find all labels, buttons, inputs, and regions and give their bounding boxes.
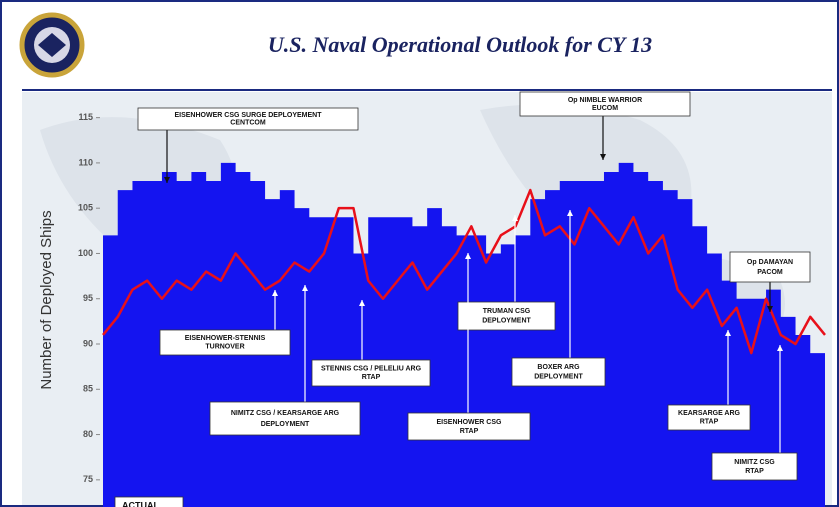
y-tick-label: 95	[83, 293, 93, 303]
annotation-arrowhead	[164, 177, 170, 183]
annotation-text: NIMITZ CSG	[734, 459, 775, 466]
y-tick-label: 110	[78, 157, 93, 167]
annotation-box	[729, 251, 811, 283]
y-axis-label: Number of Deployed Ships	[38, 210, 55, 389]
annotation-text: RTAP	[362, 374, 381, 381]
legend-box	[114, 496, 184, 507]
annotation-arrowhead	[767, 306, 773, 312]
annotation-text: TRUMAN CSG	[483, 308, 531, 315]
annotation-text: RTAP	[700, 419, 719, 426]
annotation-box	[407, 412, 531, 441]
annotation-box	[137, 107, 359, 131]
annotation-box	[667, 404, 751, 431]
y-tick-label: 85	[83, 384, 93, 394]
annotation-box	[519, 91, 691, 117]
annotation-arrowhead	[302, 285, 308, 291]
y-tick-label: 100	[78, 248, 93, 258]
annotation-text: EUCOM	[592, 105, 618, 112]
line	[102, 188, 826, 355]
legend-label: ACTUAL	[122, 500, 159, 507]
y-tick-label: 90	[83, 338, 93, 348]
annotation-text: DEPLOYMENT	[534, 374, 583, 381]
annotation-text: NIMITZ CSG / KEARSARGE ARG	[231, 410, 340, 417]
annotation-arrowhead	[725, 330, 731, 336]
navy-logo	[19, 12, 85, 78]
annotation-arrowhead	[600, 154, 606, 160]
annotation-text: BOXER ARG	[537, 364, 580, 371]
annotation-text: RTAP	[460, 428, 479, 435]
y-tick-label: 75	[83, 474, 93, 484]
annotation-arrowhead	[567, 210, 573, 216]
y-tick-label: 80	[83, 429, 93, 439]
annotation-text: CENTCOM	[230, 120, 266, 127]
annotation-text: DEPLOYMENT	[261, 421, 310, 428]
annotation-text: DEPLOYMENT	[482, 318, 531, 325]
annotation-text: KEARSARGE ARG	[678, 410, 741, 417]
annotation-text: EISENHOWER CSG SURGE DEPLOYEMENT	[174, 112, 322, 119]
annotation-text: STENNIS CSG / PELELIU ARG	[321, 366, 422, 373]
annotation-box	[159, 329, 291, 356]
annotation-text: Op DAMAYAN	[747, 259, 793, 266]
annotation-text: EISENHOWER-STENNIS	[185, 335, 266, 342]
annotation-text: EISENHOWER CSG	[437, 419, 503, 426]
y-tick-label: 115	[78, 112, 93, 122]
annotation-text: Op NIMBLE WARRIOR	[568, 97, 642, 104]
annotation-box	[311, 359, 431, 387]
chart-title: U.S. Naval Operational Outlook for CY 13	[268, 32, 652, 57]
annotation-text: RTAP	[745, 468, 764, 475]
annotation-box	[711, 452, 798, 481]
annotation-arrowhead	[359, 300, 365, 306]
annotation-arrowhead	[465, 253, 471, 259]
annotation-arrowhead	[272, 290, 278, 296]
annotation-text: PACOM	[757, 269, 783, 276]
annotation-arrowhead	[512, 215, 518, 221]
y-tick-label: 105	[78, 203, 93, 213]
annotation-arrowhead	[777, 345, 783, 351]
annotation-box	[511, 357, 606, 387]
annotation-text: TURNOVER	[205, 344, 244, 351]
annotation-box	[209, 401, 361, 436]
annotation-box	[457, 301, 556, 331]
